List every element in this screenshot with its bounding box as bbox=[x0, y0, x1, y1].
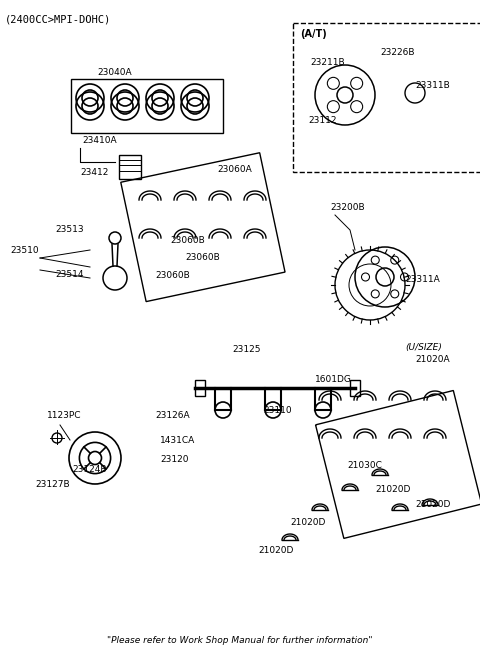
Text: 23200B: 23200B bbox=[330, 203, 365, 212]
Text: 23513: 23513 bbox=[55, 225, 84, 234]
Text: 23311B: 23311B bbox=[415, 81, 450, 90]
Text: 23120: 23120 bbox=[160, 455, 189, 464]
Text: 21020D: 21020D bbox=[375, 485, 410, 494]
Text: 21020D: 21020D bbox=[415, 500, 450, 509]
Text: 23060B: 23060B bbox=[155, 271, 190, 280]
Text: 1601DG: 1601DG bbox=[315, 375, 352, 384]
Text: 23126A: 23126A bbox=[155, 411, 190, 420]
Text: 23410A: 23410A bbox=[83, 136, 117, 145]
Text: 23510: 23510 bbox=[10, 246, 38, 255]
Text: 21020D: 21020D bbox=[258, 546, 293, 555]
Text: 23112: 23112 bbox=[308, 116, 336, 125]
Text: 23060B: 23060B bbox=[185, 253, 220, 262]
Text: 1123PC: 1123PC bbox=[47, 411, 82, 420]
Text: 23060B: 23060B bbox=[170, 236, 205, 245]
Text: 23412: 23412 bbox=[81, 168, 109, 177]
Text: 21030C: 21030C bbox=[347, 461, 382, 470]
Text: 23514: 23514 bbox=[55, 270, 84, 279]
Text: 23124B: 23124B bbox=[72, 465, 107, 474]
Text: 23040A: 23040A bbox=[98, 68, 132, 77]
Text: 23110: 23110 bbox=[263, 406, 292, 415]
Text: 1431CA: 1431CA bbox=[160, 436, 195, 445]
Text: (2400CC>MPI-DOHC): (2400CC>MPI-DOHC) bbox=[5, 15, 111, 25]
Text: 21020D: 21020D bbox=[290, 518, 325, 527]
Text: 23127B: 23127B bbox=[35, 480, 70, 489]
Text: (A/T): (A/T) bbox=[300, 29, 327, 39]
Text: 23311A: 23311A bbox=[405, 275, 440, 284]
Text: 23060A: 23060A bbox=[217, 165, 252, 174]
Text: 23226B: 23226B bbox=[380, 48, 415, 57]
Text: (U/SIZE): (U/SIZE) bbox=[405, 343, 442, 352]
Text: "Please refer to Work Shop Manual for further information": "Please refer to Work Shop Manual for fu… bbox=[107, 636, 373, 645]
Text: 21020A: 21020A bbox=[415, 355, 450, 364]
Text: 23211B: 23211B bbox=[310, 58, 345, 67]
Text: 23125: 23125 bbox=[232, 345, 261, 354]
